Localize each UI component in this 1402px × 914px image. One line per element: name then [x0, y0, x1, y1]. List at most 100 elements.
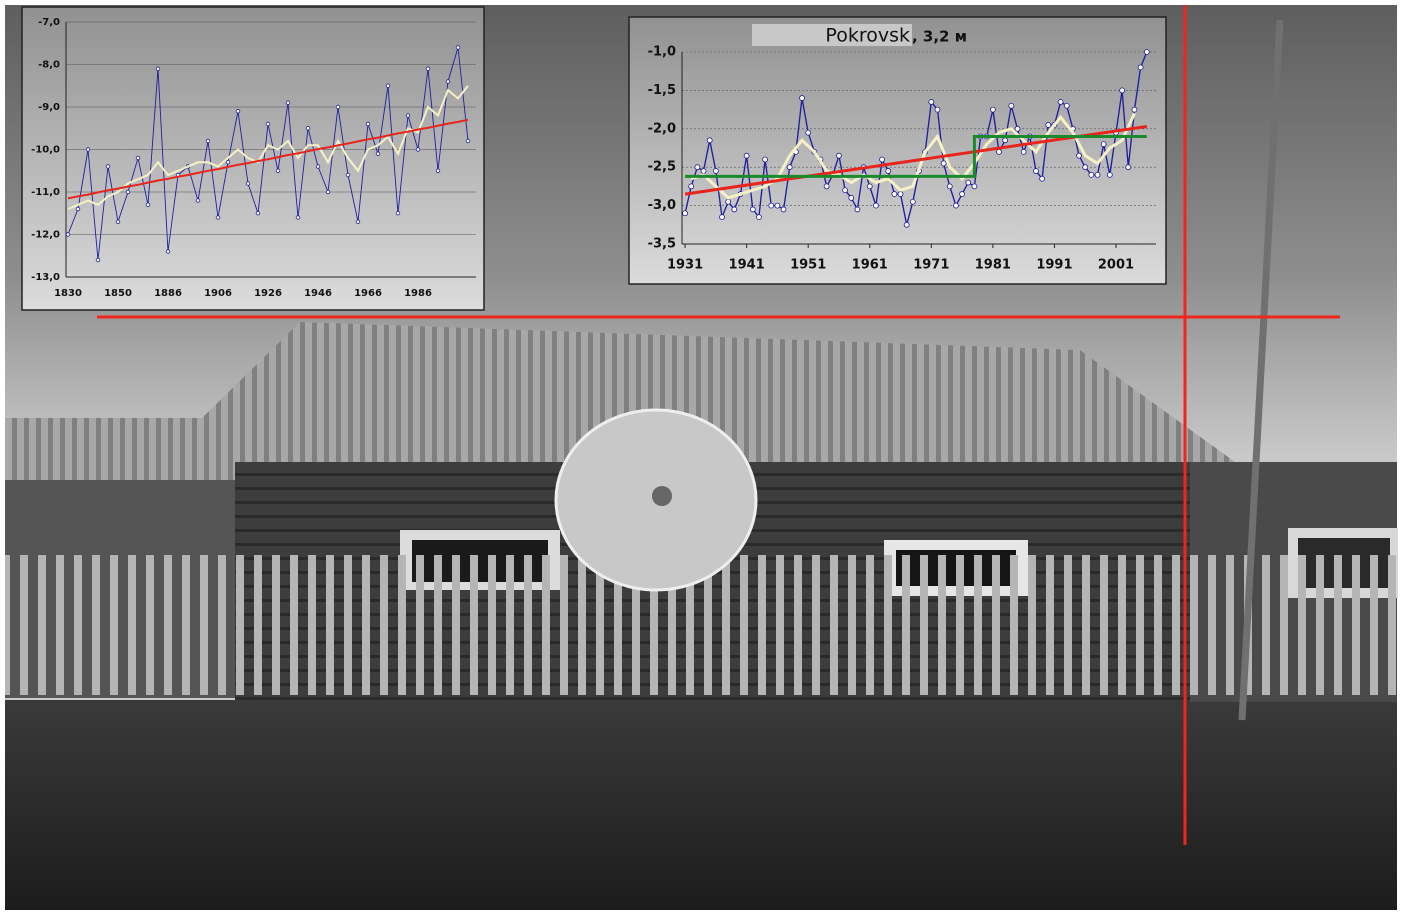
data-point [1101, 142, 1106, 147]
data-point [206, 139, 210, 143]
data-point [456, 46, 460, 50]
x-tick-label: 1850 [104, 288, 132, 299]
data-point [166, 250, 170, 254]
data-point [326, 190, 330, 194]
data-point [446, 80, 450, 84]
data-point [750, 207, 755, 212]
data-point [406, 114, 410, 118]
data-point [116, 220, 120, 224]
x-tick-label: 1986 [404, 288, 432, 299]
data-point [806, 130, 811, 135]
data-point [886, 169, 891, 174]
data-point [904, 222, 909, 227]
data-point [1077, 153, 1082, 158]
x-tick-label: 1941 [729, 258, 765, 273]
data-point [266, 122, 270, 126]
data-point [1107, 172, 1112, 177]
data-point [356, 220, 360, 224]
y-tick-label: -7,0 [38, 17, 60, 28]
data-point [855, 207, 860, 212]
x-tick-label: 1886 [154, 288, 182, 299]
data-point [732, 207, 737, 212]
data-point [990, 107, 995, 112]
data-point [316, 165, 320, 169]
data-point [880, 157, 885, 162]
data-point [781, 207, 786, 212]
x-tick-label: 1946 [304, 288, 332, 299]
y-tick-label: -1,0 [648, 45, 676, 60]
x-tick-label: 1981 [975, 258, 1011, 273]
data-point [935, 107, 940, 112]
data-point [873, 203, 878, 208]
data-point [146, 203, 150, 207]
data-point [695, 165, 700, 170]
data-point [306, 126, 310, 130]
data-point [947, 184, 952, 189]
data-point [689, 184, 694, 189]
data-point [376, 152, 380, 156]
data-point [1083, 165, 1088, 170]
data-point [1064, 103, 1069, 108]
data-point [910, 199, 915, 204]
y-tick-label: -9,0 [38, 102, 60, 113]
data-point [892, 192, 897, 197]
data-point [1126, 165, 1131, 170]
y-tick-label: -12,0 [31, 230, 60, 241]
data-point [701, 169, 706, 174]
data-point [953, 203, 958, 208]
data-point [1003, 138, 1008, 143]
x-tick-label: 1971 [913, 258, 949, 273]
data-point [246, 182, 250, 186]
data-point [96, 258, 100, 262]
y-tick-label: -10,0 [31, 145, 60, 156]
data-point [76, 207, 80, 211]
x-tick-label: 1951 [790, 258, 826, 273]
data-point [787, 165, 792, 170]
data-point [898, 192, 903, 197]
data-point [1033, 169, 1038, 174]
data-point [256, 211, 260, 215]
data-point [775, 203, 780, 208]
data-point [1138, 65, 1143, 70]
x-tick-label: 1830 [54, 288, 82, 299]
data-point [416, 148, 420, 152]
page: Pokrovsk , 3,2 м -13,0-12,0-11,0-10,0-9,… [0, 0, 1402, 914]
y-tick-label: -2,0 [648, 121, 676, 136]
data-point [836, 153, 841, 158]
x-tick-label: 1966 [354, 288, 382, 299]
data-point [713, 169, 718, 174]
data-point [86, 148, 90, 152]
data-point [941, 161, 946, 166]
chart-title: Pokrovsk [825, 25, 910, 47]
data-point [156, 67, 160, 71]
data-point [744, 153, 749, 158]
y-tick-label: -11,0 [31, 187, 60, 198]
data-point [960, 192, 965, 197]
data-point [106, 165, 110, 169]
data-point [1015, 126, 1020, 131]
data-point [849, 195, 854, 200]
data-point [756, 215, 761, 220]
data-point [1120, 88, 1125, 93]
data-point [972, 184, 977, 189]
data-point [720, 215, 725, 220]
y-tick-label: -2,5 [648, 160, 676, 175]
data-point [1058, 99, 1063, 104]
data-point [336, 105, 340, 109]
data-point [396, 211, 400, 215]
data-point [769, 203, 774, 208]
data-point [426, 67, 430, 71]
x-tick-label: 1961 [852, 258, 888, 273]
x-tick-label: 1991 [1036, 258, 1072, 273]
data-point [824, 184, 829, 189]
data-point [1095, 172, 1100, 177]
x-tick-label: 1906 [204, 288, 232, 299]
data-point [726, 199, 731, 204]
data-point [1046, 122, 1051, 127]
data-point [366, 122, 370, 126]
data-point [1040, 176, 1045, 181]
data-point [800, 96, 805, 101]
data-point [196, 199, 200, 203]
chart-panel [22, 7, 484, 310]
data-point [683, 211, 688, 216]
